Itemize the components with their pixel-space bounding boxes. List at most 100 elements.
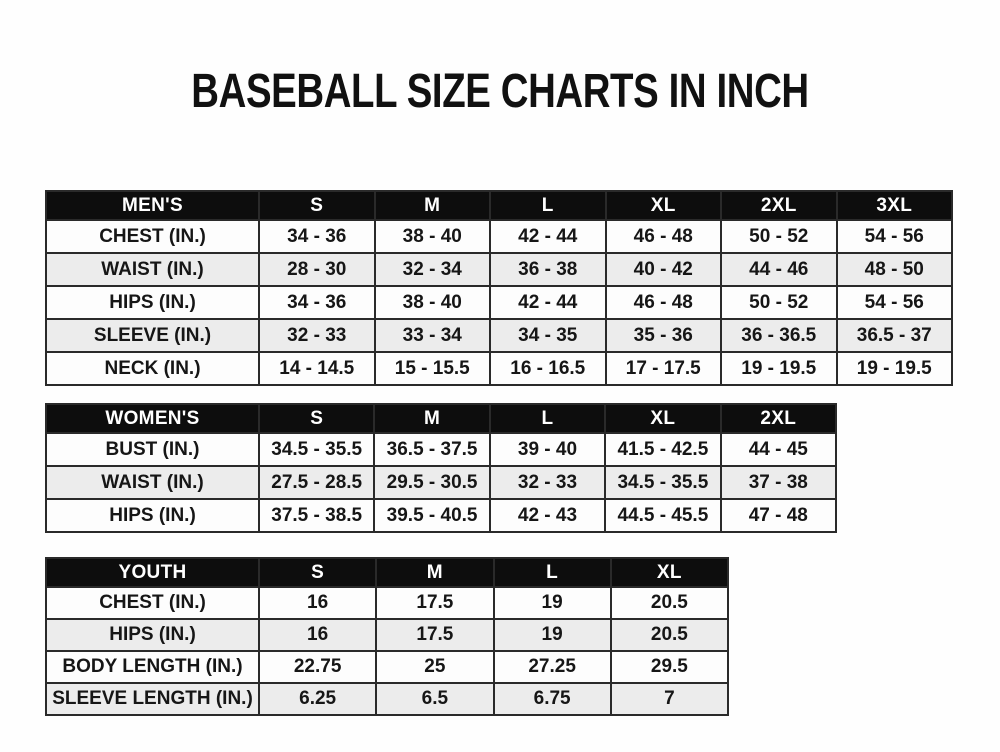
size-value-cell: 34 - 36 [258,285,376,320]
row-label: CHEST (IN.) [45,586,260,620]
table-row: WAIST (IN.) 28 - 30 32 - 34 36 - 38 40 - 42 4… [45,252,953,287]
row-label: SLEEVE LENGTH (IN.) [45,682,260,716]
table-row: HIPS (IN.) 37.5 - 38.5 39.5 - 40.5 42 - 43 4… [45,498,838,533]
size-value-cell: 38 - 40 [373,285,491,320]
size-column-header-3xl: 3XL [835,190,953,221]
size-value-cell: 34.5 - 35.5 [257,432,376,467]
row-label: WAIST (IN.) [45,252,260,287]
size-column-header-l: L [488,403,607,434]
size-column-header-s: S [257,403,376,434]
size-value-cell: 32 - 33 [488,465,607,500]
size-value-cell: 54 - 56 [835,219,953,254]
size-value-cell: 44 - 45 [719,432,838,467]
size-value-cell: 7 [609,682,730,716]
size-value-cell: 47 - 48 [719,498,838,533]
size-value-cell: 19 [492,586,612,620]
size-value-cell: 17.5 [375,586,495,620]
size-value-cell: 38 - 40 [373,219,491,254]
size-value-cell: 17.5 [375,618,495,652]
size-value-cell: 20.5 [609,618,730,652]
size-value-cell: 6.25 [257,682,378,716]
size-value-cell: 32 - 33 [258,318,376,353]
youth-header-row: YOUTH S M L XL [45,557,730,588]
size-value-cell: 14 - 14.5 [258,351,376,386]
table-row: CHEST (IN.) 34 - 36 38 - 40 42 - 44 46 - 48 5… [45,219,953,254]
size-value-cell: 41.5 - 42.5 [604,432,722,467]
size-value-cell: 44 - 46 [720,252,838,287]
youth-table-title: YOUTH [45,557,260,588]
page-title: BASEBALL SIZE CHARTS IN INCH [191,65,809,118]
size-column-header-s: S [257,557,378,588]
size-value-cell: 22.75 [257,650,378,684]
size-column-header-s: S [258,190,376,221]
table-row: SLEEVE (IN.) 32 - 33 33 - 34 34 - 35 35 - 36… [45,318,953,353]
size-value-cell: 19 - 19.5 [720,351,838,386]
size-column-header-l: L [489,190,607,221]
size-value-cell: 40 - 42 [604,252,722,287]
size-value-cell: 15 - 15.5 [373,351,491,386]
size-value-cell: 37 - 38 [719,465,838,500]
size-value-cell: 16 [257,586,378,620]
size-value-cell: 39.5 - 40.5 [373,498,491,533]
mens-size-table: MEN'S S M L XL 2XL 3XL CHEST (IN.) 34 - 36 38 - 4… [45,190,953,386]
size-column-header-m: M [373,190,491,221]
size-value-cell: 36 - 38 [489,252,607,287]
size-value-cell: 42 - 43 [488,498,607,533]
table-row: BUST (IN.) 34.5 - 35.5 36.5 - 37.5 39 - 40 4… [45,432,838,467]
size-value-cell: 27.5 - 28.5 [257,465,376,500]
row-label: HIPS (IN.) [45,618,260,652]
size-column-header-m: M [373,403,491,434]
row-label: HIPS (IN.) [45,498,260,533]
table-row: WAIST (IN.) 27.5 - 28.5 29.5 - 30.5 32 - 33… [45,465,838,500]
size-value-cell: 42 - 44 [489,285,607,320]
size-value-cell: 36.5 - 37 [835,318,953,353]
row-label: NECK (IN.) [45,351,260,386]
size-value-cell: 37.5 - 38.5 [257,498,376,533]
size-value-cell: 25 [375,650,495,684]
size-value-cell: 54 - 56 [835,285,953,320]
size-value-cell: 50 - 52 [720,285,838,320]
size-value-cell: 46 - 48 [604,285,722,320]
row-label: HIPS (IN.) [45,285,260,320]
womens-header-row: WOMEN'S S M L XL 2XL [45,403,838,434]
table-row: CHEST (IN.) 16 17.5 19 20.5 [45,586,730,620]
size-value-cell: 29.5 [609,650,730,684]
size-value-cell: 44.5 - 45.5 [604,498,722,533]
size-column-header-xl: XL [604,403,722,434]
size-value-cell: 34 - 35 [489,318,607,353]
size-value-cell: 34.5 - 35.5 [604,465,722,500]
table-row: BODY LENGTH (IN.) 22.75 25 27.25 29.5 [45,650,730,684]
size-value-cell: 35 - 36 [604,318,722,353]
row-label: SLEEVE (IN.) [45,318,260,353]
size-value-cell: 36 - 36.5 [720,318,838,353]
table-row: HIPS (IN.) 16 17.5 19 20.5 [45,618,730,652]
size-value-cell: 6.75 [492,682,612,716]
row-label: BUST (IN.) [45,432,260,467]
size-column-header-xl: XL [604,190,722,221]
size-value-cell: 16 [257,618,378,652]
size-column-header-m: M [375,557,495,588]
womens-table-title: WOMEN'S [45,403,260,434]
size-column-header-2xl: 2XL [719,403,838,434]
womens-size-table: WOMEN'S S M L XL 2XL BUST (IN.) 34.5 - 35.5 36.5… [45,403,838,533]
size-value-cell: 19 - 19.5 [835,351,953,386]
size-column-header-2xl: 2XL [720,190,838,221]
row-label: BODY LENGTH (IN.) [45,650,260,684]
row-label: WAIST (IN.) [45,465,260,500]
size-value-cell: 48 - 50 [835,252,953,287]
size-value-cell: 19 [492,618,612,652]
size-value-cell: 6.5 [375,682,495,716]
size-value-cell: 42 - 44 [489,219,607,254]
size-value-cell: 46 - 48 [604,219,722,254]
size-value-cell: 20.5 [609,586,730,620]
size-value-cell: 36.5 - 37.5 [373,432,491,467]
size-value-cell: 28 - 30 [258,252,376,287]
table-row: NECK (IN.) 14 - 14.5 15 - 15.5 16 - 16.5 17 … [45,351,953,386]
size-value-cell: 34 - 36 [258,219,376,254]
table-row: SLEEVE LENGTH (IN.) 6.25 6.5 6.75 7 [45,682,730,716]
size-value-cell: 32 - 34 [373,252,491,287]
mens-table-title: MEN'S [45,190,260,221]
size-value-cell: 16 - 16.5 [489,351,607,386]
size-column-header-l: L [492,557,612,588]
